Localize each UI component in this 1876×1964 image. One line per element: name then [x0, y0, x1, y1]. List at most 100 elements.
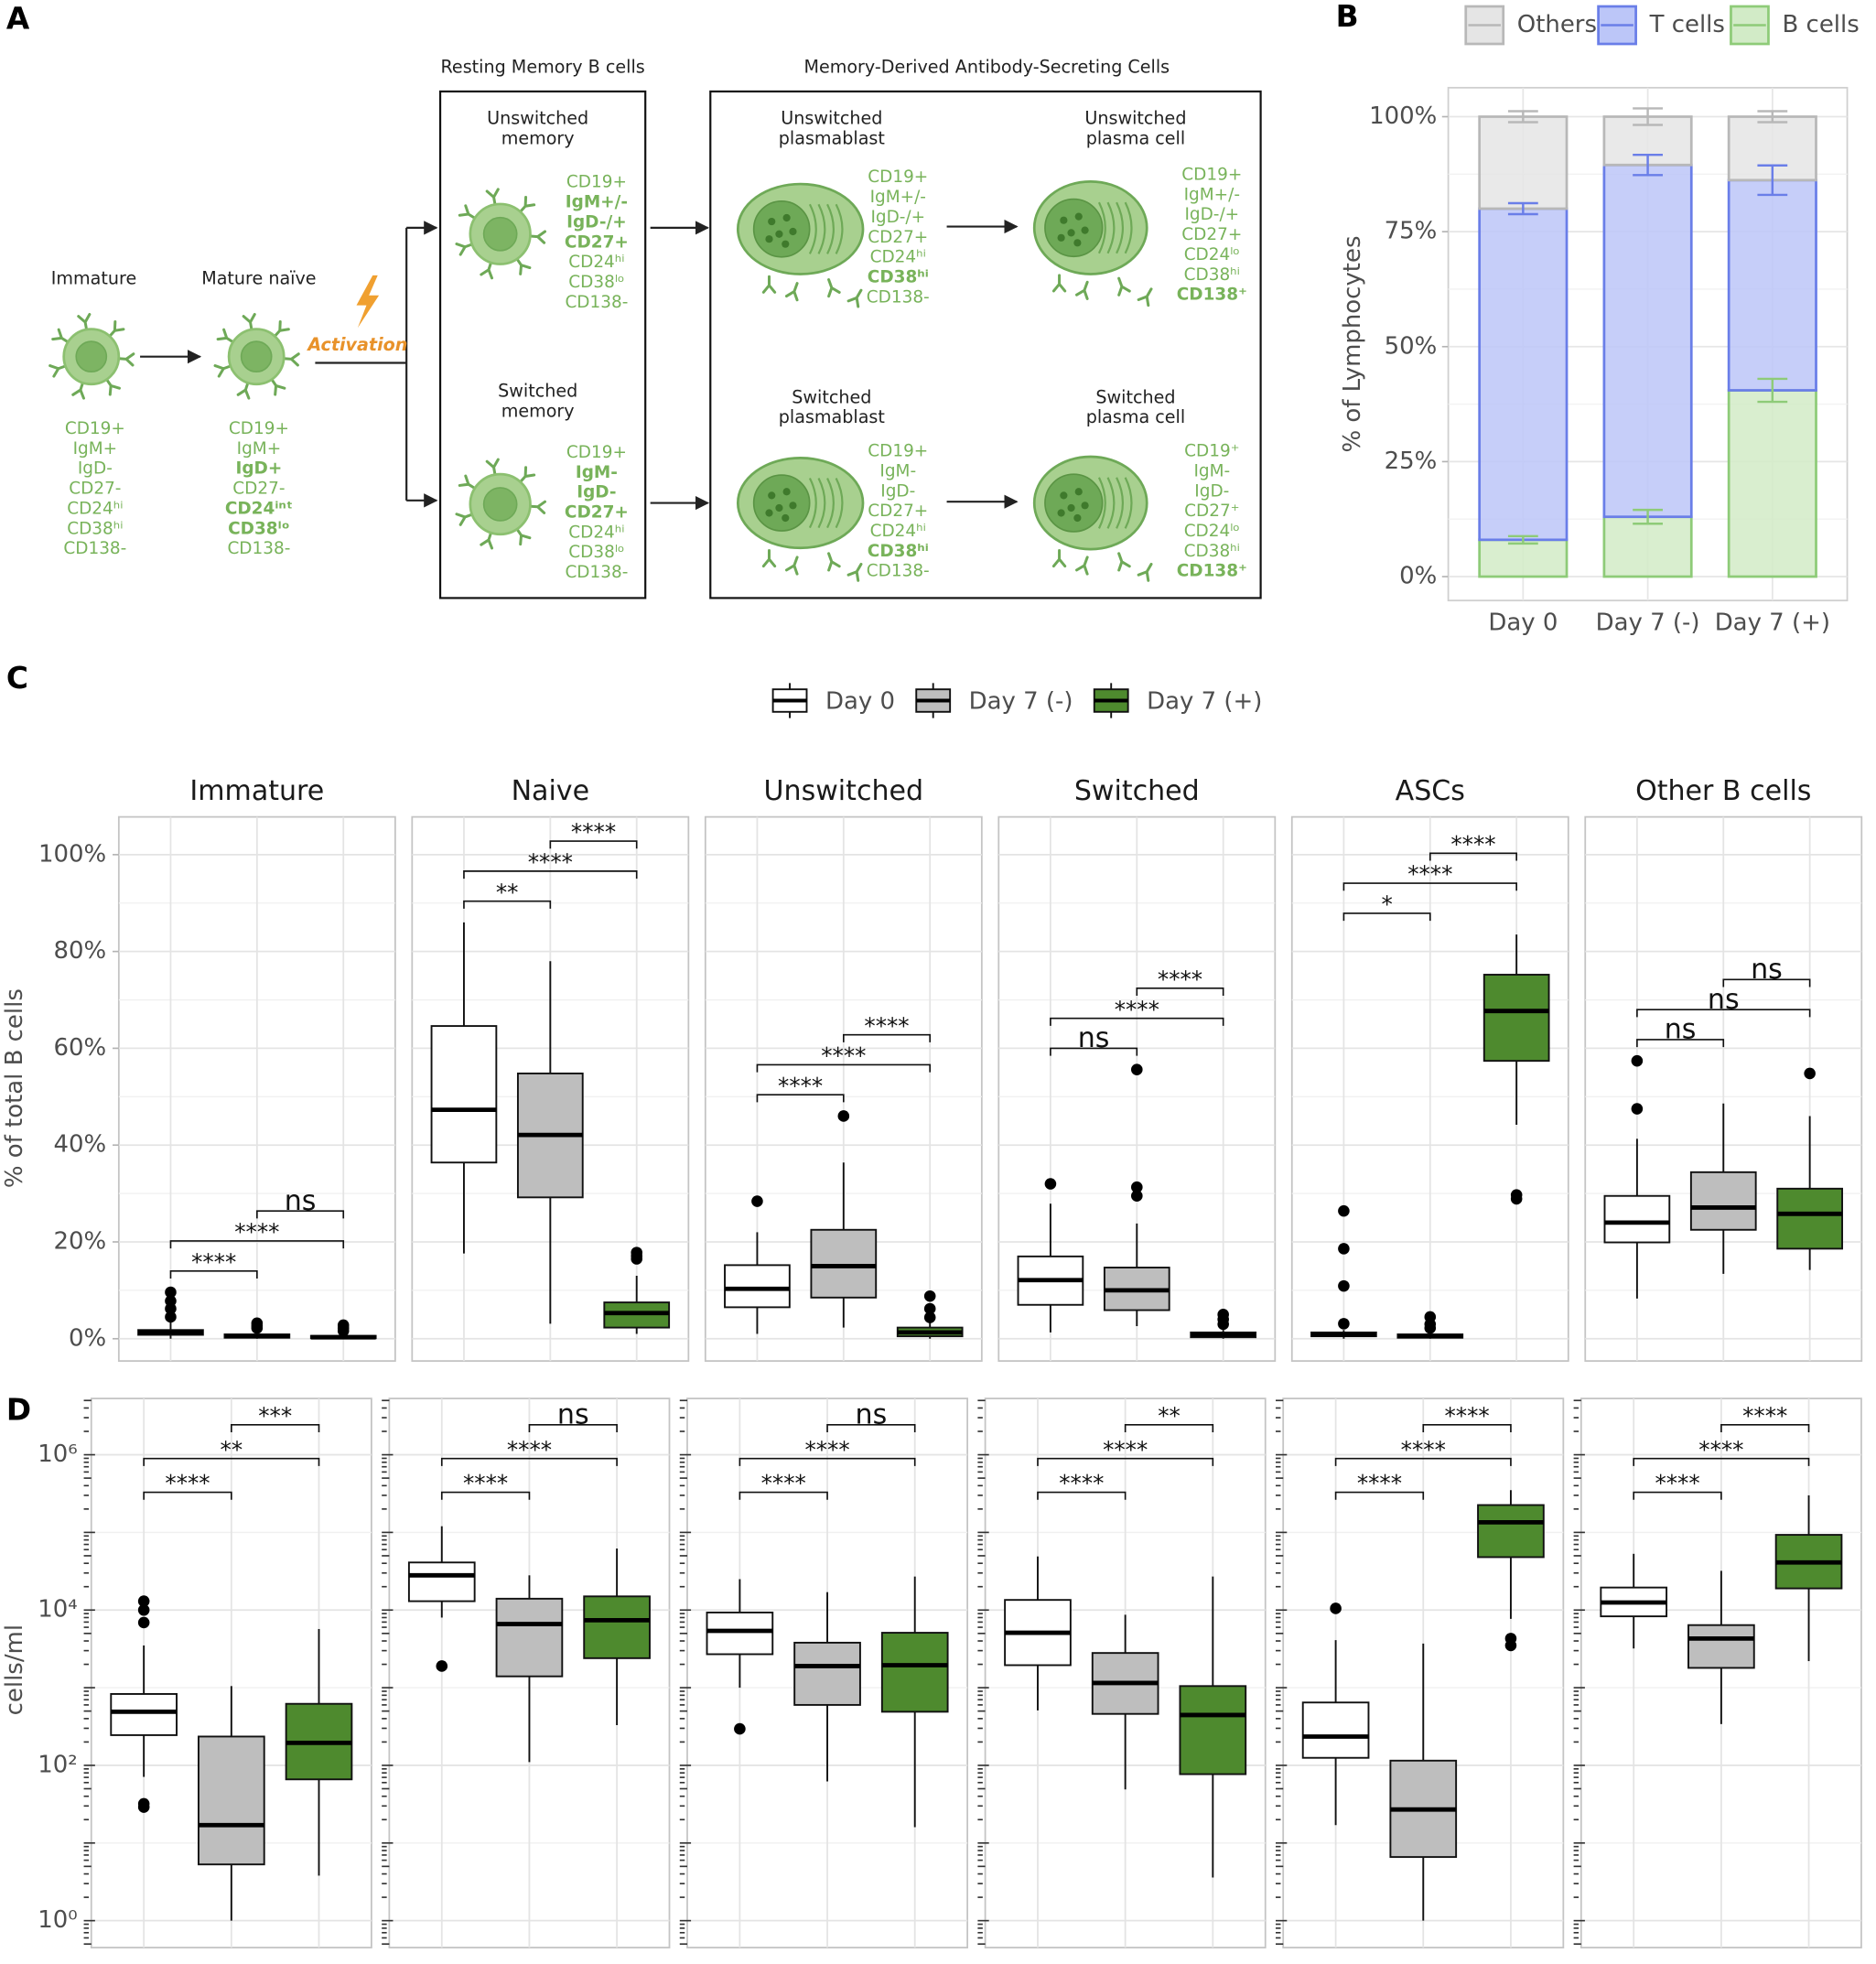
box: [583, 1595, 651, 1659]
er-arc: [808, 478, 817, 529]
marker-label: IgD-/+: [566, 212, 627, 232]
cell-label: Unswitched: [781, 108, 882, 129]
significance-label: ns: [557, 1398, 589, 1430]
group-title: Resting Memory B cells: [441, 56, 645, 77]
antibody-icon: [827, 552, 841, 572]
outlier: [1631, 1054, 1644, 1067]
significance-label: ****: [1445, 1402, 1490, 1429]
er-arc: [1106, 201, 1116, 254]
cell-label: plasmablast: [779, 127, 886, 148]
y-axis-label: cells/ml: [1, 1624, 28, 1715]
marker-label: CD38ʰⁱ: [868, 542, 929, 561]
significance-bracket: [842, 1033, 932, 1042]
nucleus-dot: [1067, 229, 1075, 237]
marker-label: CD19+: [868, 442, 928, 461]
outlier: [1504, 1633, 1517, 1645]
antibody-shape: [1117, 552, 1131, 572]
bar-segment: [1727, 389, 1817, 578]
cell-label: Unswitched: [487, 108, 588, 129]
significance-label: ****: [528, 849, 573, 876]
x-tick-label: Day 7 (+): [1715, 609, 1830, 636]
cell-label: plasma cell: [1086, 406, 1185, 427]
marker-label: CD138-: [565, 563, 628, 582]
y-tick-label: 40%: [53, 1131, 106, 1159]
connector: [315, 227, 408, 501]
nucleus-dot: [1073, 239, 1082, 247]
panel-label: B: [1336, 0, 1359, 34]
marker-label: CD27+: [868, 502, 928, 521]
significance-bracket: [231, 1423, 320, 1432]
marker-label: CD38ˡᵒ: [568, 543, 624, 562]
antibody-icon: [1117, 276, 1131, 297]
outlier: [923, 1302, 936, 1315]
significance-bracket: [1342, 882, 1517, 891]
marker-label: IgM+: [73, 439, 118, 459]
antibody-shape: [827, 278, 841, 298]
facet-title: ASCs: [1396, 775, 1465, 807]
significance-bracket: [256, 1210, 345, 1219]
significance-bracket: [1342, 912, 1431, 922]
significance-label: ****: [234, 1219, 279, 1246]
error-bar: [1507, 201, 1538, 216]
significance-label: ****: [804, 1436, 849, 1462]
significance-label: ****: [165, 1470, 210, 1496]
error-bar: [1633, 107, 1663, 126]
significance-bracket: [463, 900, 552, 909]
y-tick-label: 10²: [38, 1751, 77, 1778]
box: [495, 1597, 564, 1678]
marker-label: IgD-/+: [1184, 205, 1239, 224]
box: [1179, 1685, 1247, 1775]
nucleus-dot: [782, 513, 790, 523]
box: [407, 1561, 476, 1602]
box: [1687, 1624, 1755, 1669]
marker-label: CD24ˡᵒ: [1184, 245, 1240, 264]
significance-label: ****: [1059, 1470, 1104, 1496]
antibody-icon: [827, 278, 841, 298]
significance-bracket: [169, 1269, 258, 1279]
error-bar: [1633, 508, 1663, 525]
significance-bracket: [1633, 1491, 1722, 1500]
nucleus-dot: [1057, 233, 1065, 242]
cell-nucleus: [752, 200, 811, 258]
outlier: [837, 1110, 850, 1122]
significance-bracket: [440, 1491, 531, 1500]
group-box: [438, 90, 647, 599]
marker-label: IgD-: [1194, 481, 1229, 501]
er-arc: [1116, 477, 1125, 529]
significance-label: ****: [571, 819, 616, 846]
y-tick-label: 80%: [53, 937, 106, 965]
legend-label: Day 7 (+): [1147, 687, 1262, 715]
cell-nucleus: [75, 340, 108, 373]
significance-label: ****: [1115, 996, 1159, 1022]
cell-nucleus: [752, 474, 811, 532]
box: [793, 1641, 861, 1706]
cell-nucleus: [482, 216, 518, 252]
error-bar: [1507, 110, 1538, 124]
significance-bracket: [1037, 1491, 1127, 1500]
significance-bracket: [1050, 1047, 1138, 1056]
significance-bracket: [1722, 978, 1811, 987]
significance-label: ***: [258, 1402, 292, 1429]
antibody-icon: [846, 288, 863, 308]
marker-label: CD38ˡᵒ: [568, 273, 624, 292]
lightning-icon: [356, 275, 380, 329]
er-arc: [835, 478, 844, 529]
marker-label: IgD-: [78, 459, 113, 479]
nucleus-dot: [1060, 491, 1068, 500]
outlier: [1804, 1067, 1816, 1080]
antibody-shape: [761, 275, 777, 294]
marker-label: IgM+/-: [870, 188, 926, 207]
er-arc: [1124, 477, 1133, 529]
marker-label: IgD+: [235, 459, 282, 479]
bar-segment: [1602, 515, 1693, 578]
legend-label: B cells: [1783, 11, 1860, 38]
significance-label: ****: [821, 1042, 866, 1069]
antibody-icon: [761, 548, 777, 568]
outlier: [137, 1595, 150, 1607]
marker-label: CD27⁺: [1184, 502, 1239, 521]
outlier: [923, 1311, 936, 1323]
marker-label: CD19+: [868, 167, 928, 187]
antibody-shape: [784, 282, 799, 302]
antibody-icon: [846, 562, 863, 582]
